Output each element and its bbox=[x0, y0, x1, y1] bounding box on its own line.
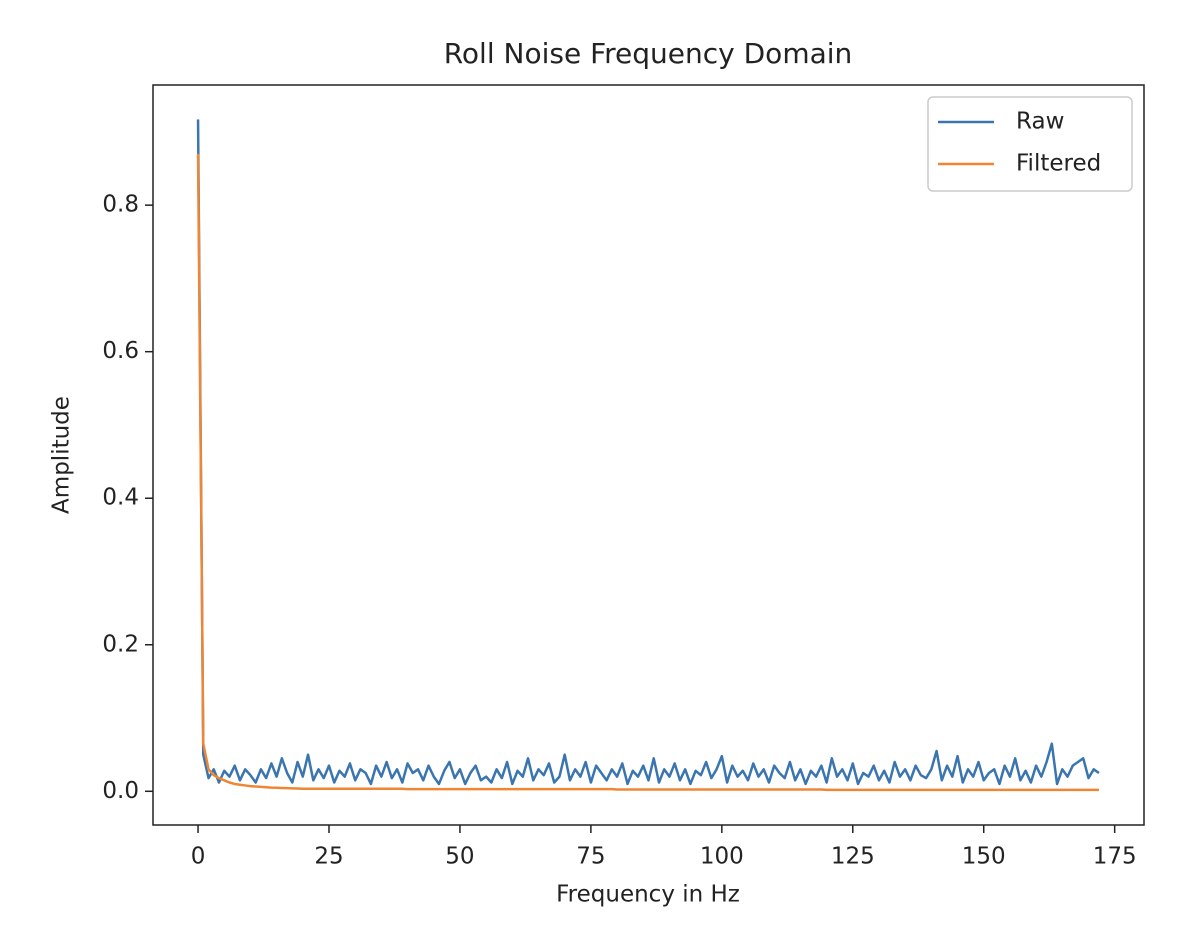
x-axis-label: Frequency in Hz bbox=[556, 882, 740, 908]
x-tick-label: 75 bbox=[576, 844, 605, 870]
y-tick-label: 0.0 bbox=[102, 778, 139, 804]
series-line bbox=[196, 153, 1099, 792]
x-tick-label: 0 bbox=[191, 844, 206, 870]
x-tick-label: 50 bbox=[445, 844, 474, 870]
x-tick-label: 175 bbox=[1093, 844, 1137, 870]
legend-box bbox=[927, 96, 1133, 192]
y-tick-label: 0.2 bbox=[102, 631, 139, 657]
series-line bbox=[196, 119, 1100, 786]
x-tick-label: 25 bbox=[314, 844, 343, 870]
y-tick-label: 0.8 bbox=[102, 192, 139, 218]
x-tick-label: 150 bbox=[962, 844, 1006, 870]
y-axis-label: Amplitude bbox=[49, 396, 75, 514]
x-tick-label: 100 bbox=[700, 844, 744, 870]
legend-label: Filtered bbox=[1016, 151, 1101, 177]
y-tick-label: 0.6 bbox=[102, 338, 139, 364]
y-tick-label: 0.4 bbox=[102, 485, 139, 511]
x-tick-label: 125 bbox=[831, 844, 875, 870]
chart-title: Roll Noise Frequency Domain bbox=[444, 37, 853, 70]
legend-label: Raw bbox=[1016, 109, 1064, 135]
plot-frame bbox=[152, 84, 1145, 826]
